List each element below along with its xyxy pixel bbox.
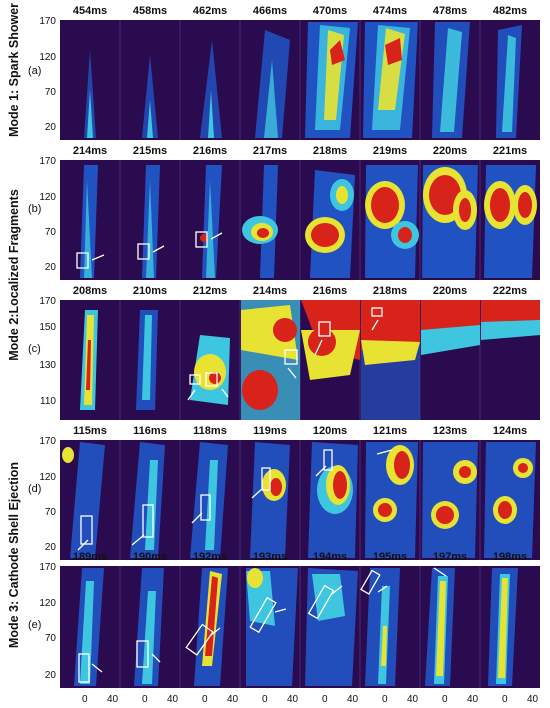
y-tick: 170 <box>39 156 56 167</box>
x-tick: 0 <box>202 694 208 705</box>
localized-fragments-closeup-frames <box>80 300 540 420</box>
y-tick: 150 <box>39 322 56 333</box>
frame-time: 214ms <box>252 285 288 297</box>
frame-time: 119ms <box>253 425 287 437</box>
x-tick: 40 <box>167 694 179 705</box>
mode-3-title: Mode 3: Cathode Shell Ejection <box>7 461 22 649</box>
frame-time: 115ms <box>73 425 107 437</box>
frame-time: 216ms <box>312 285 348 297</box>
frame-time: 212ms <box>192 285 228 297</box>
x-tick: 40 <box>107 694 119 705</box>
y-tick: 20 <box>44 670 56 681</box>
row-e-times: 189ms 190ms 192ms 193ms 194ms 195ms 197m… <box>60 550 540 564</box>
x-tick: 0 <box>82 694 88 705</box>
y-tick: 130 <box>39 360 56 371</box>
x-tick: 40 <box>227 694 239 705</box>
frame-time: 116ms <box>133 425 167 437</box>
mode-1-title: Mode 1: Spark Shower <box>7 2 21 138</box>
frame-time: 118ms <box>193 425 227 437</box>
frame-time: 208ms <box>72 285 108 297</box>
frame-time: 195ms <box>372 551 408 563</box>
x-tick: 40 <box>467 694 479 705</box>
row-a-times: 454ms 458ms 462ms 466ms 470ms 474ms 478m… <box>60 4 540 18</box>
frame-time: 189ms <box>72 551 108 563</box>
y-tick: 70 <box>44 227 56 238</box>
y-tick: 20 <box>44 262 56 273</box>
x-tick: 0 <box>382 694 388 705</box>
frame-time: 218ms <box>372 285 408 297</box>
frame-time: 458ms <box>132 5 168 17</box>
row-d-label: (d) <box>28 483 42 495</box>
localized-fragments-frames <box>76 160 537 280</box>
row-d-times: 115ms 116ms 118ms 119ms 120ms 121ms 123m… <box>60 424 540 438</box>
y-tick: 170 <box>39 16 56 27</box>
frame-time: 482ms <box>492 5 528 17</box>
frame-time: 220ms <box>432 285 468 297</box>
row-a-label: (a) <box>28 65 42 77</box>
frame-time: 192ms <box>192 551 228 563</box>
y-tick: 170 <box>39 436 56 447</box>
row-e-label: (e) <box>28 619 42 631</box>
frame-time: 190ms <box>132 551 168 563</box>
y-tick: 170 <box>39 562 56 573</box>
frame-time: 466ms <box>252 5 288 17</box>
frame-time: 470ms <box>312 5 348 17</box>
y-tick: 120 <box>39 52 56 63</box>
x-tick: 40 <box>287 694 299 705</box>
frame-time: 124ms <box>492 425 528 437</box>
y-tick: 120 <box>39 472 56 483</box>
x-tick: 40 <box>407 694 419 705</box>
frame-time: 216ms <box>192 145 228 157</box>
frame-time: 120ms <box>312 425 348 437</box>
frame-time: 220ms <box>432 145 468 157</box>
frame-time: 121ms <box>372 425 408 437</box>
frame-time: 123ms <box>432 425 468 437</box>
row-c-label: (c) <box>28 343 41 355</box>
frame-time: 215ms <box>132 145 168 157</box>
row-a-image-strip <box>60 20 540 140</box>
x-tick: 40 <box>347 694 359 705</box>
frame-time: 198ms <box>492 551 528 563</box>
y-tick: 70 <box>44 87 56 98</box>
frame-time: 454ms <box>72 5 108 17</box>
y-tick: 20 <box>44 542 56 553</box>
row-d-image-strip <box>60 440 540 560</box>
frame-time: 194ms <box>312 551 348 563</box>
row-c-image-strip <box>60 300 540 420</box>
y-tick: 70 <box>44 633 56 644</box>
x-tick: 0 <box>442 694 448 705</box>
frame-time: 193ms <box>252 551 288 563</box>
row-e-image-strip <box>60 566 540 688</box>
frame-time: 218ms <box>312 145 348 157</box>
y-tick: 120 <box>39 192 56 203</box>
frame-time: 210ms <box>132 285 168 297</box>
y-tick: 70 <box>44 507 56 518</box>
frame-time: 214ms <box>72 145 108 157</box>
row-b-label: (b) <box>28 203 42 215</box>
cathode-shell-ejection-frames-d <box>62 440 536 560</box>
x-tick: 0 <box>142 694 148 705</box>
frame-time: 222ms <box>492 285 528 297</box>
frame-time: 219ms <box>372 145 408 157</box>
frame-time: 221ms <box>492 145 528 157</box>
frame-time: 217ms <box>252 145 288 157</box>
row-b-times: 214ms 215ms 216ms 217ms 218ms 219ms 220m… <box>60 144 540 158</box>
x-tick: 0 <box>322 694 328 705</box>
y-tick: 170 <box>39 296 56 307</box>
y-tick: 110 <box>40 396 56 407</box>
mode-2-title: Mode 2:Localized Fragments <box>7 189 21 361</box>
cathode-shell-ejection-frames-e <box>74 566 518 688</box>
x-tick: 40 <box>527 694 539 705</box>
frame-time: 197ms <box>432 551 468 563</box>
frame-time: 478ms <box>432 5 468 17</box>
x-tick: 0 <box>502 694 508 705</box>
y-tick: 120 <box>39 598 56 609</box>
spark-shower-frames <box>84 20 522 140</box>
y-tick: 20 <box>44 122 56 133</box>
x-tick: 0 <box>262 694 268 705</box>
row-b-image-strip <box>60 160 540 280</box>
row-c-times: 208ms 210ms 212ms 214ms 216ms 218ms 220m… <box>60 284 540 298</box>
frame-time: 474ms <box>372 5 408 17</box>
frame-time: 462ms <box>192 5 228 17</box>
